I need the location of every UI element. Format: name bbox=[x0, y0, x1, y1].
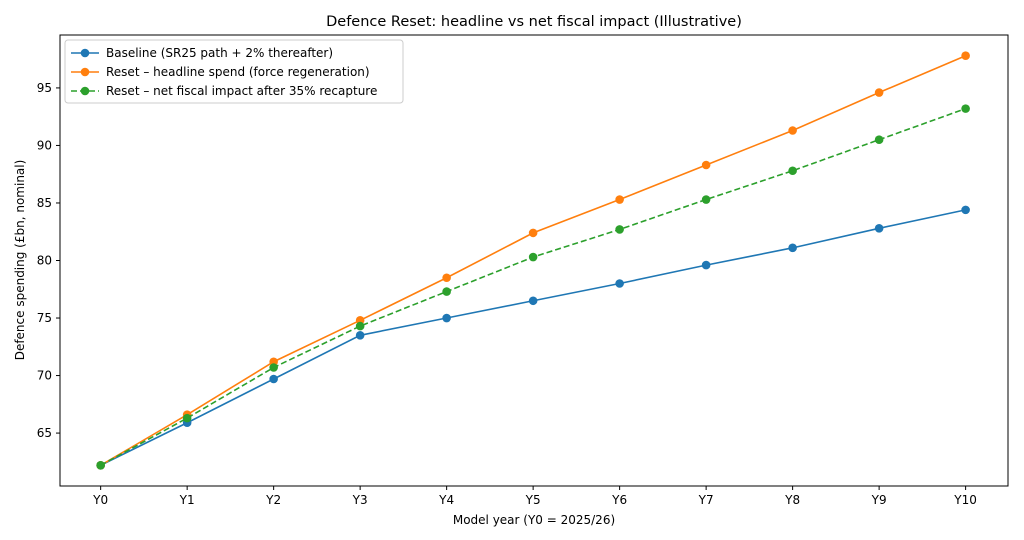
y-tick-label: 70 bbox=[37, 369, 52, 383]
x-tick-label: Y10 bbox=[953, 493, 977, 507]
legend: Baseline (SR25 path + 2% thereafter) Rese… bbox=[64, 39, 404, 104]
y-axis-label: Defence spending (£bn, nominal) bbox=[13, 160, 27, 361]
y-tick-label: 65 bbox=[37, 426, 52, 440]
data-point bbox=[442, 273, 451, 283]
x-tick-label: Y2 bbox=[265, 493, 281, 507]
x-tick-label: Y1 bbox=[179, 493, 195, 507]
data-point bbox=[182, 413, 192, 423]
x-tick-label: Y7 bbox=[698, 493, 714, 507]
x-tick-label: Y3 bbox=[352, 493, 368, 507]
x-tick-label: Y4 bbox=[438, 493, 454, 507]
data-point bbox=[961, 205, 970, 215]
data-point bbox=[961, 51, 970, 61]
data-point bbox=[615, 279, 624, 288]
data-point bbox=[701, 260, 711, 270]
legend-box bbox=[64, 39, 404, 104]
data-point bbox=[701, 195, 711, 204]
data-point bbox=[355, 330, 365, 340]
data-point bbox=[442, 313, 451, 323]
x-tick-label: Y0 bbox=[92, 493, 108, 507]
y-tick-label: 75 bbox=[37, 311, 52, 325]
data-point bbox=[96, 460, 105, 470]
data-point bbox=[528, 296, 538, 306]
chart-title: Defence Reset: headline vs net fiscal im… bbox=[326, 14, 742, 30]
x-tick-label: Y9 bbox=[871, 493, 887, 507]
legend-marker bbox=[80, 48, 90, 58]
data-point bbox=[788, 126, 797, 135]
x-tick-label: Y8 bbox=[784, 493, 800, 507]
data-point bbox=[874, 223, 884, 233]
x-axis-label: Model year (Y0 = 2025/26) bbox=[453, 513, 615, 527]
x-tick-label: Y6 bbox=[611, 493, 627, 507]
data-point bbox=[701, 160, 711, 170]
data-point bbox=[269, 374, 278, 384]
data-point bbox=[788, 243, 797, 253]
legend-marker bbox=[80, 67, 90, 77]
series-line bbox=[100, 209, 966, 467]
legend-label: Baseline (SR25 path + 2% thereafter) bbox=[106, 46, 333, 60]
data-point bbox=[788, 166, 797, 176]
data-point bbox=[874, 88, 884, 97]
data-point bbox=[269, 363, 278, 372]
y-tick-label: 85 bbox=[37, 196, 52, 210]
data-point bbox=[355, 321, 365, 331]
data-point bbox=[528, 252, 538, 262]
series-0 bbox=[96, 205, 970, 470]
data-point bbox=[615, 225, 624, 234]
data-point bbox=[442, 287, 451, 296]
x-tick-label: Y5 bbox=[525, 493, 541, 507]
y-tick-label: 90 bbox=[37, 138, 52, 152]
data-point bbox=[874, 135, 884, 144]
data-point bbox=[528, 228, 538, 238]
series-2 bbox=[96, 104, 970, 470]
series-line bbox=[100, 107, 966, 466]
data-point bbox=[961, 104, 970, 113]
plot-frame bbox=[59, 34, 1009, 487]
legend-label: Reset – headline spend (force regenerati… bbox=[106, 65, 370, 79]
legend-marker bbox=[80, 86, 90, 96]
y-tick-label: 95 bbox=[37, 81, 52, 95]
data-point bbox=[615, 195, 624, 204]
y-tick-label: 80 bbox=[37, 254, 52, 268]
legend-label: Reset – net fiscal impact after 35% reca… bbox=[106, 84, 377, 98]
